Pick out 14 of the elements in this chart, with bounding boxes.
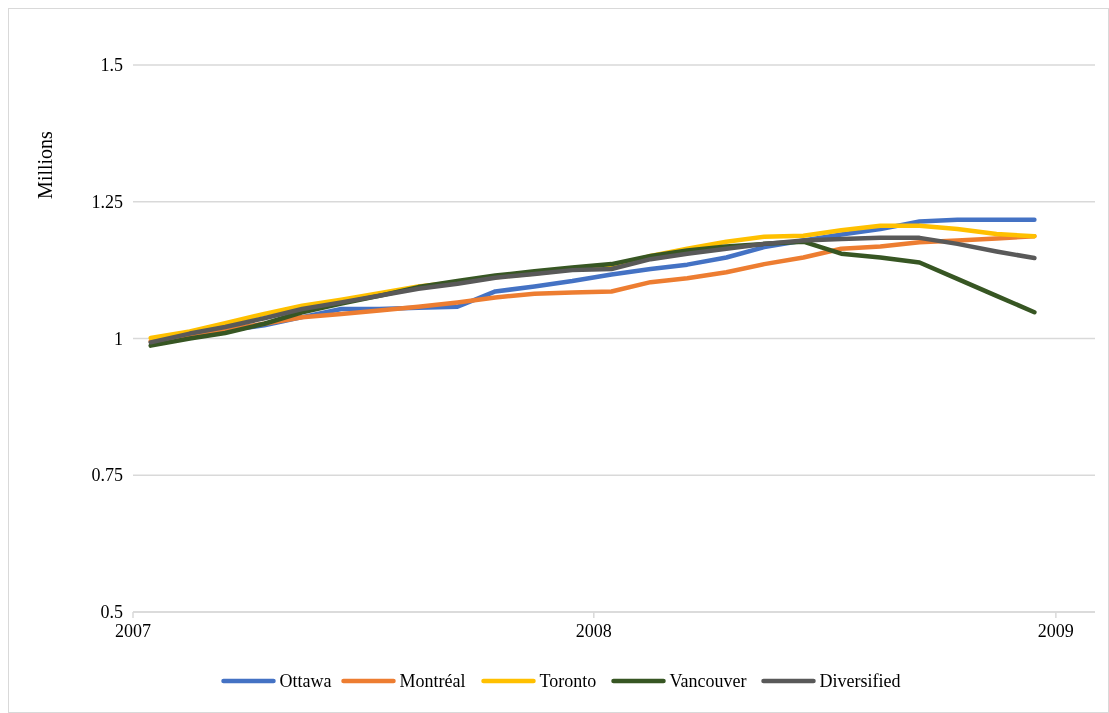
x-tick-label: 2009 bbox=[1037, 621, 1074, 641]
legend-label: Vancouver bbox=[669, 671, 747, 691]
y-tick-label: 1.5 bbox=[100, 55, 123, 75]
y-axis-title: Millions bbox=[34, 130, 56, 199]
x-tick-label: 2007 bbox=[115, 621, 151, 641]
legend-label: Toronto bbox=[539, 671, 597, 691]
legend-label: Montréal bbox=[399, 671, 466, 691]
legend-label: Diversified bbox=[819, 671, 901, 691]
legend-label: Ottawa bbox=[279, 671, 332, 691]
y-tick-label: 1 bbox=[114, 328, 123, 349]
y-tick-label: 0.5 bbox=[100, 602, 123, 622]
x-tick-label: 2008 bbox=[575, 621, 612, 641]
y-tick-label: 1.25 bbox=[91, 191, 123, 212]
y-tick-label: 0.75 bbox=[91, 465, 123, 486]
